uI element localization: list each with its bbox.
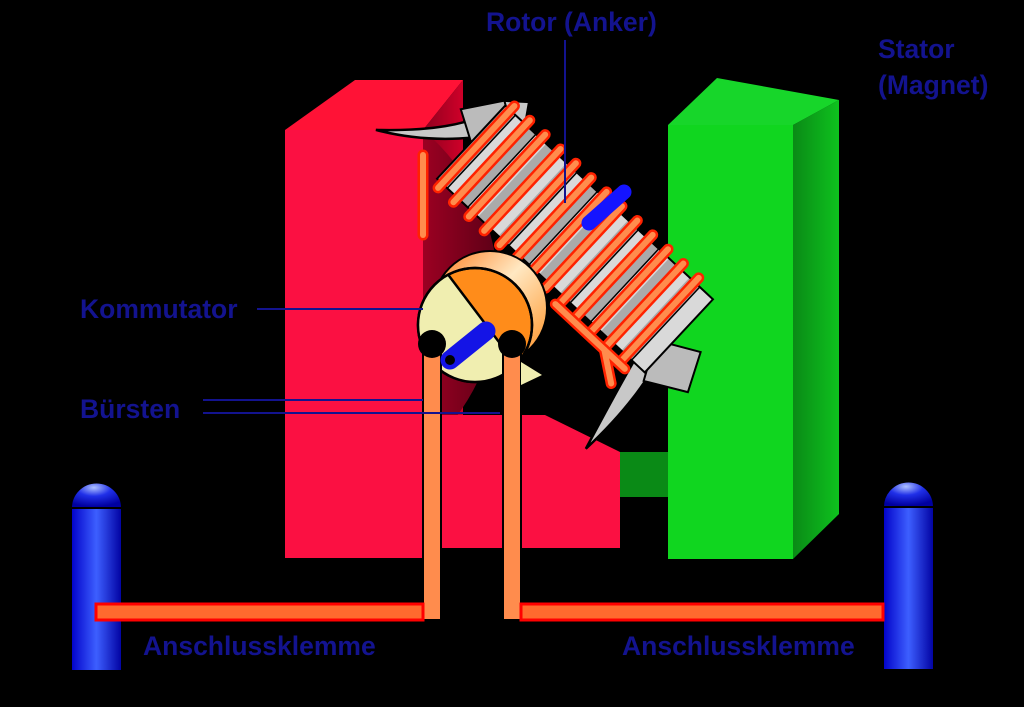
svg-text:(Magnet): (Magnet) <box>878 70 988 100</box>
svg-text:Anschlussklemme: Anschlussklemme <box>143 631 376 661</box>
svg-text:Rotor (Anker): Rotor (Anker) <box>486 7 657 37</box>
svg-text:Bürsten: Bürsten <box>80 394 180 424</box>
svg-text:Stator: Stator <box>878 34 955 64</box>
svg-text:Kommutator: Kommutator <box>80 294 238 324</box>
svg-text:Anschlussklemme: Anschlussklemme <box>622 631 855 661</box>
